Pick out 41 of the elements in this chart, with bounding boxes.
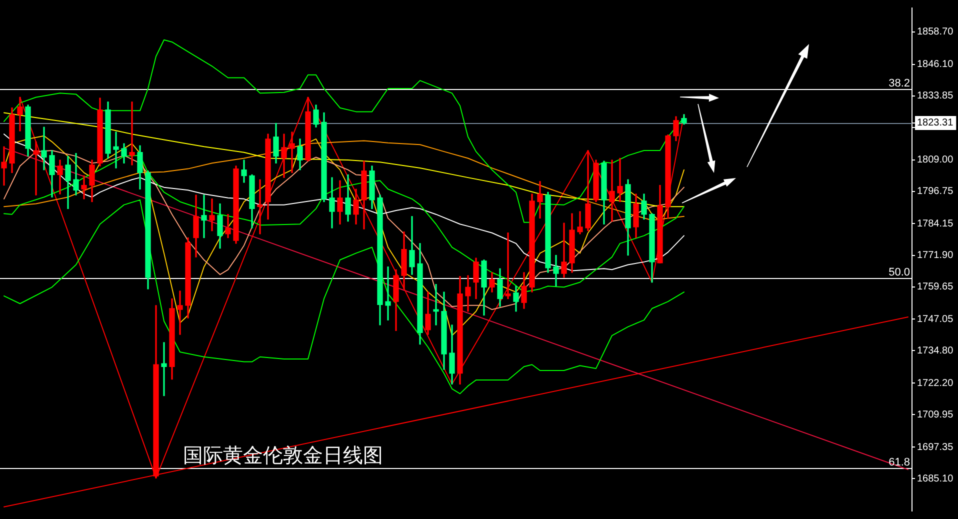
candlestick (177, 290, 183, 335)
candlestick (617, 158, 623, 202)
candlestick (553, 254, 559, 286)
annotation: 61.8 (888, 456, 910, 469)
candlestick (41, 126, 47, 170)
y-tick-label: 1809.00 (917, 154, 954, 166)
candlestick (1, 146, 7, 186)
candlestick (161, 342, 167, 396)
candlestick (257, 179, 263, 234)
candlestick (281, 134, 287, 178)
candlestick (433, 284, 439, 326)
candlestick (81, 175, 87, 200)
candlestick (537, 181, 543, 219)
y-tick-label: 1771.90 (917, 250, 954, 262)
y-tick-label: 1709.95 (917, 409, 954, 420)
candlestick (129, 102, 135, 166)
candlestick (113, 132, 119, 168)
y-tick-label: 1685.10 (917, 473, 954, 484)
candlestick (561, 222, 567, 278)
y-tick-label: 1722.20 (917, 378, 954, 389)
candlestick (289, 132, 295, 173)
y-tick-label: 1796.75 (917, 186, 954, 198)
candlestick (505, 232, 511, 300)
candlestick (209, 198, 215, 232)
candlestick (201, 194, 207, 238)
y-tick-label: 1833.85 (917, 90, 954, 102)
y-tick-label: 1734.80 (917, 345, 954, 356)
y-tick-label: 1697.35 (917, 442, 954, 453)
y-tick-label: 1747.05 (917, 314, 954, 325)
candlestick (385, 266, 391, 320)
y-tick-label: 1858.70 (917, 26, 954, 38)
annotation: 38.2 (888, 78, 910, 90)
candlestick (33, 141, 39, 196)
y-tick-label: 1846.10 (917, 59, 954, 70)
annotation: 50.0 (888, 266, 910, 279)
y-tick-label: 1823.31 (917, 118, 954, 129)
candlestick (609, 160, 615, 222)
candlestick (73, 153, 79, 196)
y-tick-label: 1784.15 (917, 218, 954, 230)
candlestick (577, 211, 583, 234)
y-tick-label: 1759.65 (917, 282, 954, 293)
